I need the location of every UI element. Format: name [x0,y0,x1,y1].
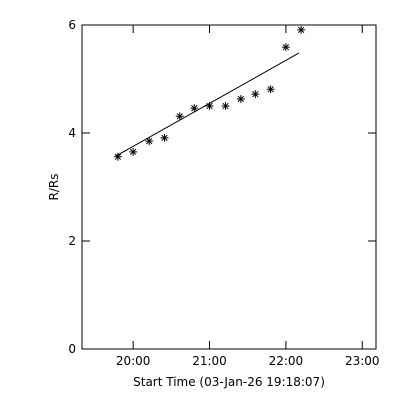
asterisk-stroke [176,113,183,120]
asterisk-point [113,152,122,161]
y-tick-label: 6 [68,18,76,32]
asterisk-stroke [298,26,305,34]
asterisk-point [281,43,290,52]
asterisk-point [297,25,306,34]
x-tick-label: 21:00 [192,354,227,368]
asterisk-stroke [161,134,168,142]
x-axis-label: Start Time (03-Jan-26 19:18:07) [133,375,325,389]
asterisk-point [251,90,260,99]
asterisk-stroke [282,43,290,51]
x-tick-label: 23:00 [345,354,380,368]
asterisk-point [175,112,184,121]
asterisk-point [266,85,275,94]
asterisk-stroke [130,148,137,156]
x-tick-label: 20:00 [116,354,151,368]
plot-frame [81,24,377,350]
asterisk-stroke [237,95,244,103]
asterisk-stroke [252,90,259,98]
asterisk-point [160,133,169,142]
y-axis-label: R/Rs [47,174,61,201]
y-tick-label: 4 [68,126,76,140]
asterisk-point [145,137,154,146]
asterisk-stroke [206,102,213,110]
y-tick-label: 0 [68,342,76,356]
x-tick-label: 22:00 [269,354,304,368]
asterisk-point [190,104,199,113]
asterisk-point [129,147,138,156]
asterisk-stroke [146,137,153,145]
fit-line [115,52,300,157]
asterisk-stroke [222,102,229,110]
asterisk-point [221,102,230,110]
asterisk-point [236,94,245,103]
asterisk-stroke [191,105,198,112]
y-tick-label: 2 [68,234,76,248]
asterisk-stroke [114,153,122,160]
asterisk-stroke [267,86,274,93]
